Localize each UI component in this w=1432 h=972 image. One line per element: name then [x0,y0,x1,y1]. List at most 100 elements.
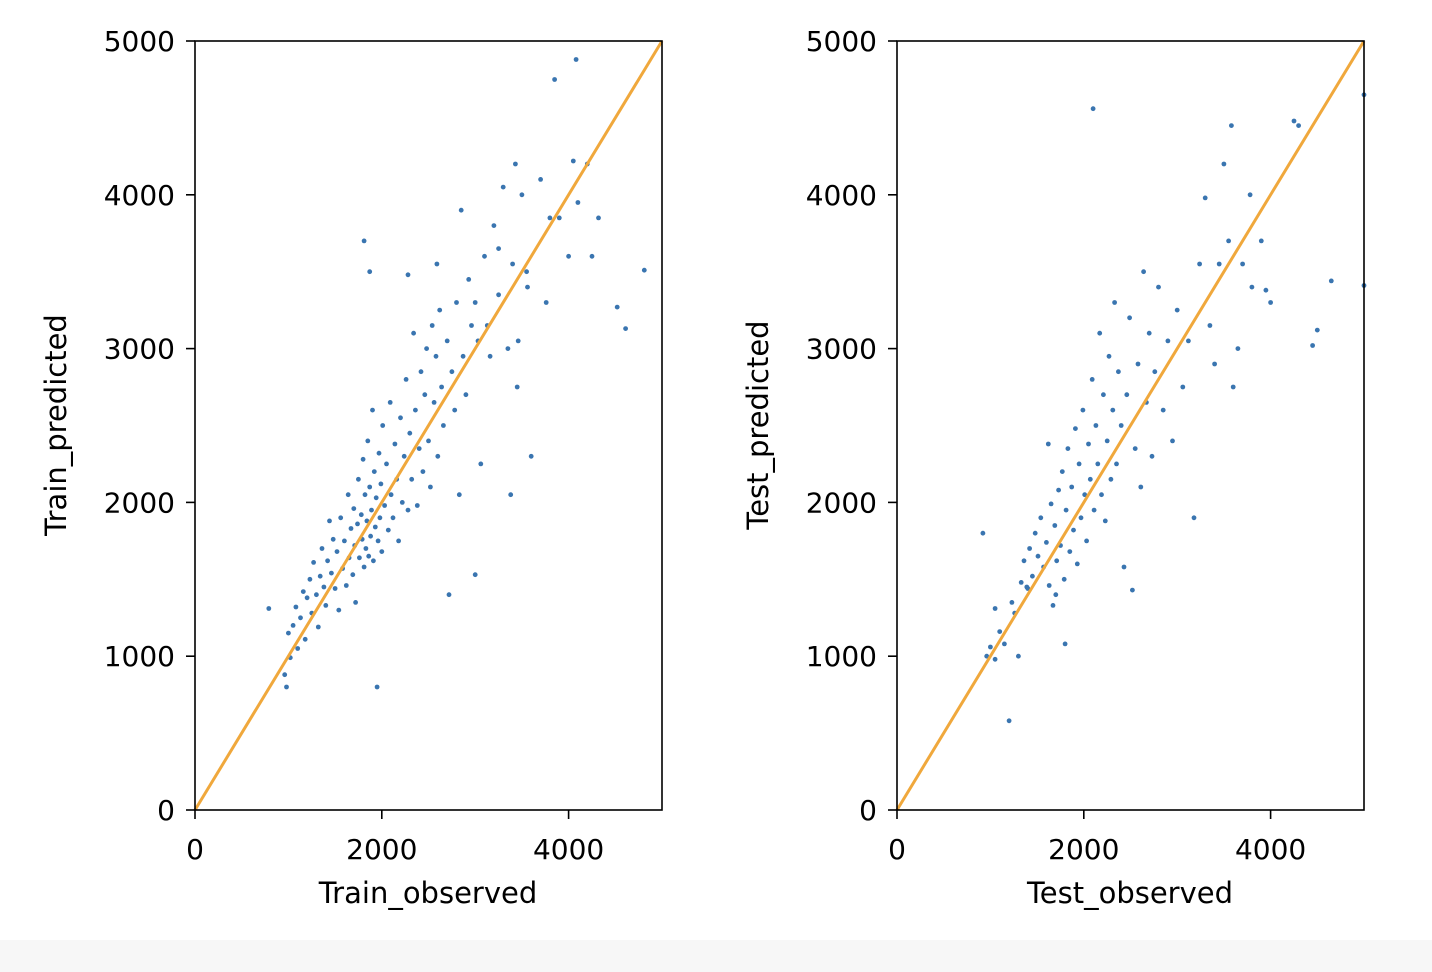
left-point [414,503,420,508]
right-point [1061,576,1067,582]
right-point [1089,377,1095,382]
left-point [380,423,386,428]
right-ticks-layer: 0 2000 4000 0 1000 2000 3000 4000 5000 [806,25,1306,866]
left-point [365,438,371,444]
right-point [1165,338,1171,344]
right-point [1212,361,1217,367]
right-point [1138,484,1144,490]
right-point [1074,561,1080,567]
right-point [1229,123,1234,128]
left-point [345,492,351,498]
left-point [332,586,338,591]
right-point [1141,269,1146,275]
right-point [1050,603,1056,608]
left-point [614,304,620,310]
right-point [1114,461,1119,467]
right-point [1249,284,1255,290]
right-point [1149,453,1155,459]
left-point [496,292,501,298]
left-point [369,507,374,513]
left-point [407,430,413,436]
right-point [1106,353,1112,359]
left-point [570,158,576,164]
right-point [1197,261,1202,267]
left-point [543,300,549,305]
left-point [396,538,401,544]
right-point [1062,641,1068,647]
left-plot-frame [194,40,663,811]
left-point [434,261,440,267]
right-point [1170,438,1175,444]
left-point [452,407,458,413]
right-point [1044,540,1049,545]
left-point [496,246,501,252]
left-point [379,549,385,554]
left-point [424,346,429,351]
right-xtick-label: 4000 [1235,833,1306,866]
left-point [370,407,375,413]
left-point [392,441,398,447]
right-point [1202,195,1208,201]
left-point [466,277,472,282]
right-ytick-label: 5000 [806,25,877,58]
left-point [311,560,316,565]
right-point [1152,369,1158,375]
left-point [463,392,469,398]
right-point [1095,461,1101,467]
right-point [1087,476,1093,482]
left-point [399,500,405,505]
left-point [342,538,347,544]
left-point [378,481,384,487]
right-point [1048,501,1054,507]
right-point [1112,300,1117,305]
left-point [525,284,530,290]
right-point [1110,407,1116,413]
left-point [373,495,379,501]
right-point [1025,586,1031,591]
right-point [1132,446,1138,451]
right-point [1091,507,1097,513]
right-point [1101,392,1106,398]
right-point [1046,583,1052,588]
left-ytick-label: 0 [157,794,175,827]
left-point [348,526,354,531]
left-point [435,453,441,459]
right-point [1240,261,1245,267]
right-ytick-label: 3000 [806,333,877,366]
right-ytick-label: 1000 [806,640,877,673]
left-point [552,77,557,82]
right-point [1174,307,1180,313]
left-point [515,338,521,344]
left-point [357,555,362,561]
left-xtick-label: 0 [186,833,204,866]
left-point [460,353,466,359]
left-ytick-label: 3000 [104,333,175,366]
left-point [266,606,272,611]
right-point [1296,123,1301,128]
left-point [469,323,474,328]
left-point [315,624,321,630]
right-point [1146,330,1152,336]
right-point [1235,346,1241,351]
right-point [980,530,986,536]
left-xlabel: Train_observed [318,876,538,910]
left-ticks-layer: 0 2000 4000 0 1000 2000 3000 4000 5000 [104,25,604,866]
right-point [1078,515,1084,521]
left-point [519,192,525,198]
left-point [528,453,534,459]
left-point [282,672,288,678]
left-point [330,536,336,542]
right-point [992,606,998,611]
right-point [1268,300,1273,305]
right-point [1045,441,1051,447]
right-point [1116,369,1121,375]
right-point [1063,507,1069,513]
left-point [325,558,330,564]
right-point [1030,573,1035,579]
right-point [1130,587,1135,593]
left-point [472,300,478,305]
left-point [307,576,313,582]
right-point [1226,238,1231,244]
right-point [1052,523,1058,528]
left-point [375,538,381,544]
